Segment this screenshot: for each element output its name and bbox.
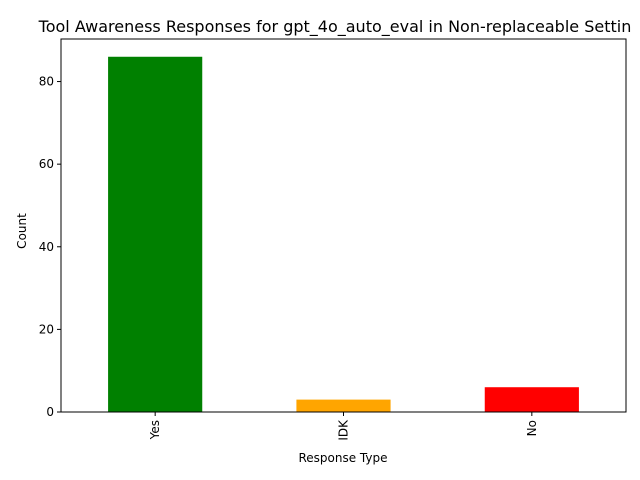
y-tick-label: 80	[39, 75, 54, 89]
x-tick-label: IDK	[337, 419, 351, 441]
bars-group	[108, 56, 579, 413]
y-axis-label: Count	[15, 213, 29, 249]
chart-title: Tool Awareness Responses for gpt_4o_auto…	[38, 17, 632, 37]
bar-no	[484, 387, 579, 412]
y-tick-label: 40	[39, 240, 54, 254]
y-tick-label: 60	[39, 157, 54, 171]
y-tick-label: 0	[46, 405, 54, 419]
x-tick-label: Yes	[148, 420, 162, 440]
y-tick-label: 20	[39, 322, 54, 336]
y-axis: 0 20 40 60 80	[39, 75, 61, 419]
x-tick-label: No	[525, 420, 539, 436]
bar-idk	[296, 399, 391, 412]
bar-yes	[108, 56, 203, 413]
x-axis-label: Response Type	[298, 451, 387, 465]
x-axis: Yes IDK No	[148, 412, 539, 441]
